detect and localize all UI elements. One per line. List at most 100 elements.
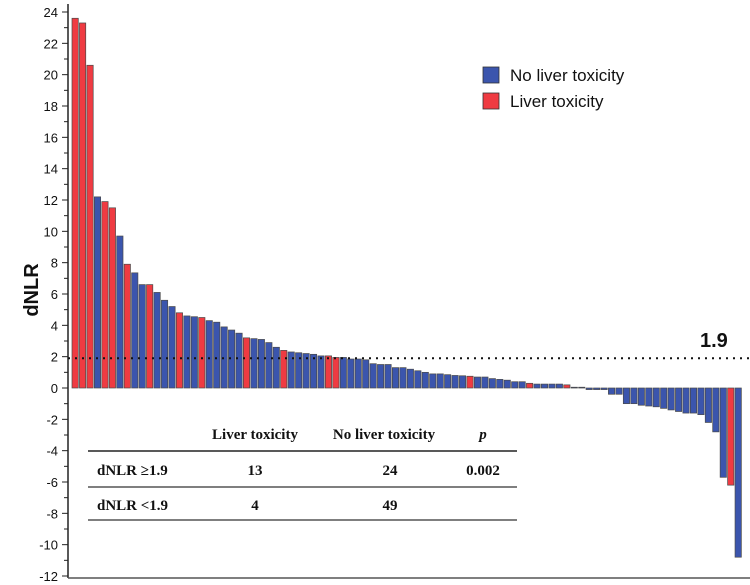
bar-no-liver-toxicity xyxy=(496,379,504,389)
bar-liver-toxicity xyxy=(280,350,288,389)
bar-no-liver-toxicity xyxy=(235,332,243,389)
bar-no-liver-toxicity xyxy=(570,386,578,389)
legend-label-no-liver-toxicity: No liver toxicity xyxy=(510,66,625,85)
bar-no-liver-toxicity xyxy=(540,383,548,389)
y-tick-label: 0 xyxy=(51,381,58,396)
bar-no-liver-toxicity xyxy=(473,376,481,389)
table-header-no-liver: No liver toxicity xyxy=(333,427,436,443)
bar-no-liver-toxicity xyxy=(131,272,139,389)
table-cell: 4 xyxy=(251,498,259,514)
bar-no-liver-toxicity xyxy=(697,387,705,415)
bar-no-liver-toxicity xyxy=(265,342,273,389)
bar-no-liver-toxicity xyxy=(354,358,362,389)
y-tick-label: 24 xyxy=(44,5,58,20)
bar-no-liver-toxicity xyxy=(593,387,601,390)
bar-no-liver-toxicity xyxy=(228,329,236,389)
bar-no-liver-toxicity xyxy=(511,381,519,389)
table-cell: 24 xyxy=(383,463,399,479)
bar-no-liver-toxicity xyxy=(704,387,712,423)
bar-no-liver-toxicity xyxy=(384,364,392,389)
bar-no-liver-toxicity xyxy=(399,367,407,389)
bar-no-liver-toxicity xyxy=(481,376,489,389)
bar-liver-toxicity xyxy=(563,384,571,389)
bar-no-liver-toxicity xyxy=(645,387,653,407)
bar-no-liver-toxicity xyxy=(153,292,161,389)
bar-no-liver-toxicity xyxy=(503,379,511,389)
bar-no-liver-toxicity xyxy=(488,378,496,389)
bar-liver-toxicity xyxy=(108,207,116,389)
bar-no-liver-toxicity xyxy=(161,299,169,389)
bar-no-liver-toxicity xyxy=(168,306,176,389)
table-cell: 0.002 xyxy=(466,463,500,479)
bar-no-liver-toxicity xyxy=(414,370,422,389)
bar-no-liver-toxicity xyxy=(689,387,697,414)
bar-liver-toxicity xyxy=(123,263,131,389)
bar-no-liver-toxicity xyxy=(608,387,616,395)
bar-liver-toxicity xyxy=(526,382,534,389)
bar-no-liver-toxicity xyxy=(585,387,593,390)
bar-no-liver-toxicity xyxy=(116,235,124,389)
bar-no-liver-toxicity xyxy=(287,351,295,389)
y-tick-label: 2 xyxy=(51,350,58,365)
bar-no-liver-toxicity xyxy=(622,387,630,405)
bar-no-liver-toxicity xyxy=(339,357,347,389)
y-tick-label: -8 xyxy=(46,506,58,521)
y-tick-label: 22 xyxy=(44,36,58,51)
y-axis-label: dNLR xyxy=(21,263,43,317)
bar-no-liver-toxicity xyxy=(615,387,623,395)
bar-no-liver-toxicity xyxy=(213,321,221,389)
y-tick-label: 20 xyxy=(44,68,58,83)
bar-liver-toxicity xyxy=(466,375,474,389)
bar-no-liver-toxicity xyxy=(548,383,556,389)
bar-no-liver-toxicity xyxy=(734,387,742,558)
bar-no-liver-toxicity xyxy=(392,367,400,389)
bar-no-liver-toxicity xyxy=(93,196,101,389)
bar-no-liver-toxicity xyxy=(444,374,452,389)
bar-liver-toxicity xyxy=(243,337,251,389)
bar-no-liver-toxicity xyxy=(317,355,325,389)
bar-no-liver-toxicity xyxy=(190,316,198,389)
bar-no-liver-toxicity xyxy=(406,368,414,389)
bar-no-liver-toxicity xyxy=(555,383,563,389)
threshold-label: 1.9 xyxy=(700,330,728,352)
y-tick-label: 10 xyxy=(44,224,58,239)
bar-no-liver-toxicity xyxy=(362,359,370,389)
bar-liver-toxicity xyxy=(71,17,79,389)
bar-no-liver-toxicity xyxy=(421,371,429,389)
legend-label-liver-toxicity: Liver toxicity xyxy=(510,92,604,111)
bar-no-liver-toxicity xyxy=(630,387,638,405)
bar-liver-toxicity xyxy=(175,312,183,389)
bar-no-liver-toxicity xyxy=(518,381,526,389)
bar-liver-toxicity xyxy=(727,387,735,486)
bar-no-liver-toxicity xyxy=(436,373,444,389)
bar-no-liver-toxicity xyxy=(302,353,310,389)
bar-no-liver-toxicity xyxy=(578,386,586,389)
bar-no-liver-toxicity xyxy=(295,352,303,389)
bar-no-liver-toxicity xyxy=(675,387,683,412)
y-tick-label: 4 xyxy=(51,318,58,333)
table-row-label: dNLR <1.9 xyxy=(97,498,168,514)
bar-no-liver-toxicity xyxy=(347,358,355,389)
bar-no-liver-toxicity xyxy=(652,387,660,408)
bar-liver-toxicity xyxy=(198,317,206,389)
bar-liver-toxicity xyxy=(324,355,332,389)
bar-liver-toxicity xyxy=(79,22,87,389)
y-tick-label: -12 xyxy=(39,569,58,584)
summary-table: Liver toxicity No liver toxicity p dNLR … xyxy=(88,427,517,521)
y-tick-label: -4 xyxy=(46,444,58,459)
bar-no-liver-toxicity xyxy=(459,375,467,389)
legend-swatch-liver-toxicity xyxy=(482,92,500,110)
y-tick-label: 12 xyxy=(44,193,58,208)
bar-no-liver-toxicity xyxy=(600,387,608,390)
bar-liver-toxicity xyxy=(86,64,94,389)
bar-no-liver-toxicity xyxy=(660,387,668,409)
y-tick-label: -2 xyxy=(46,412,58,427)
bar-no-liver-toxicity xyxy=(272,346,280,389)
bar-no-liver-toxicity xyxy=(637,387,645,406)
y-tick-label: 14 xyxy=(44,162,58,177)
bar-liver-toxicity xyxy=(146,284,154,389)
bar-no-liver-toxicity xyxy=(138,284,146,389)
bar-no-liver-toxicity xyxy=(451,375,459,389)
